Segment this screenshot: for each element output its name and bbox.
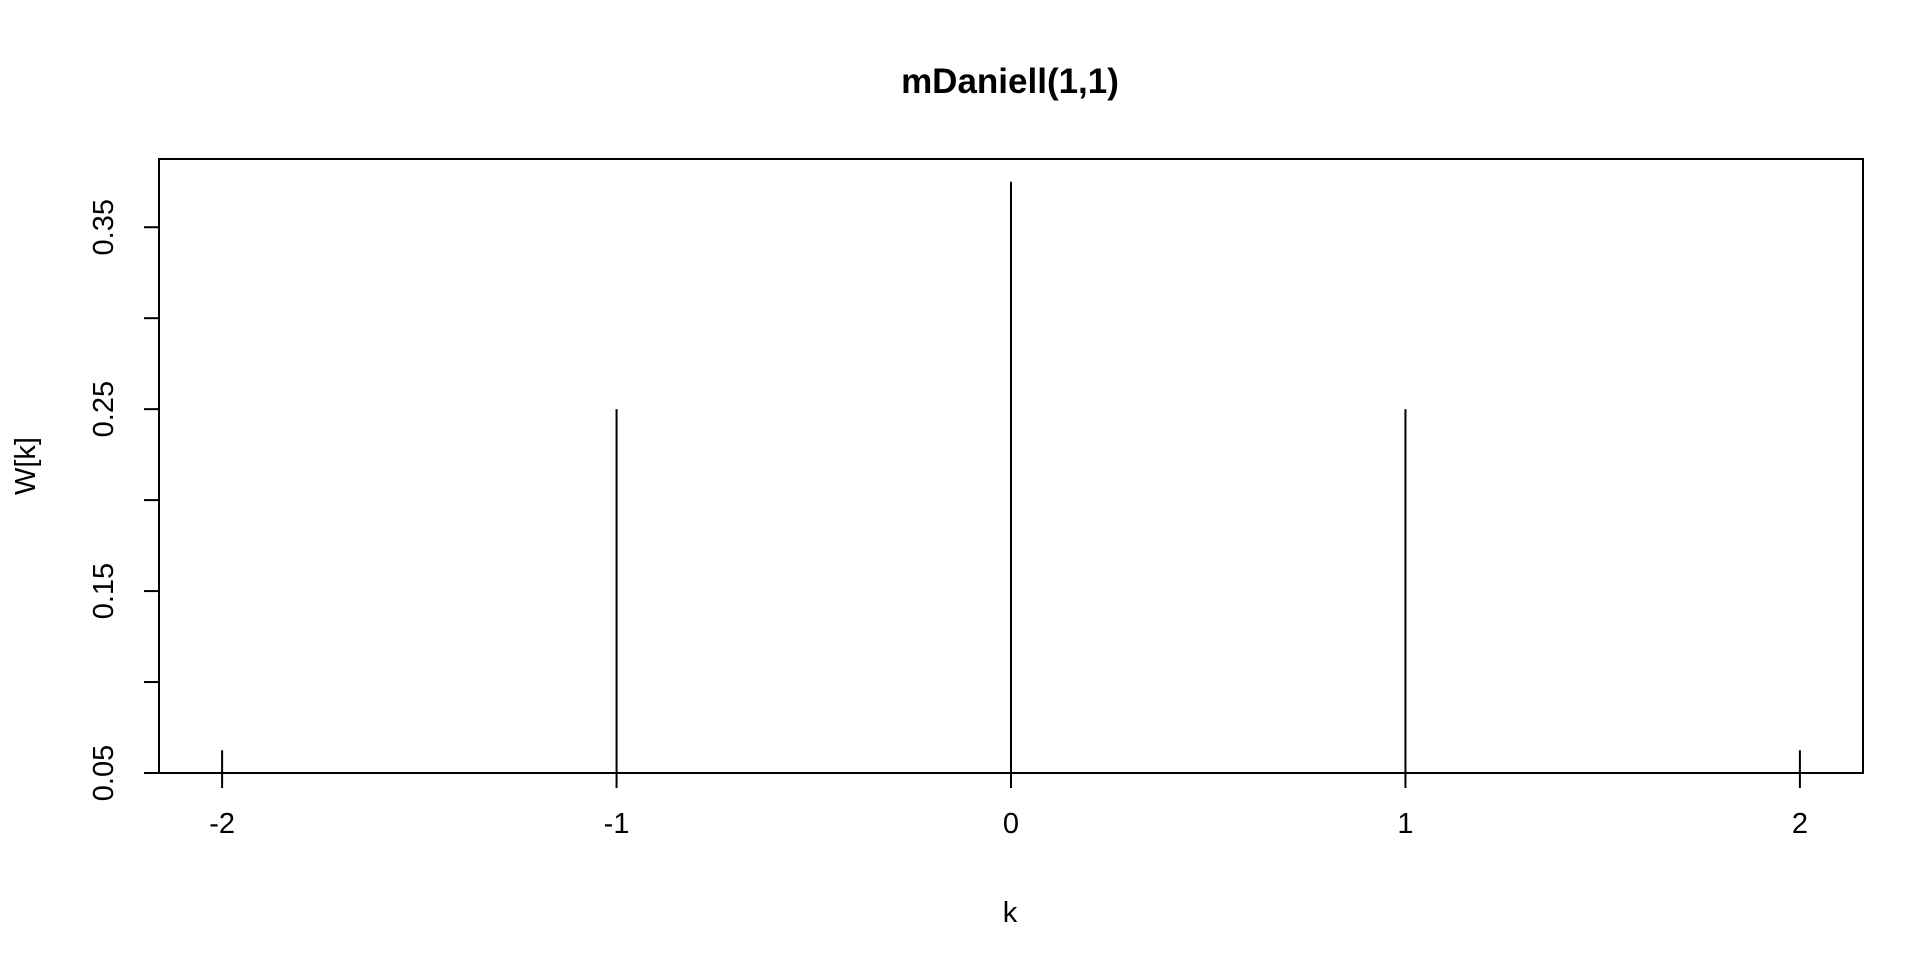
y-tick-label: 0.05	[88, 745, 120, 801]
data-spikes	[221, 181, 1801, 773]
x-axis-label: k	[1003, 897, 1018, 929]
x-tick-label: -1	[604, 808, 630, 840]
x-tick-label: 0	[1003, 808, 1019, 840]
y-axis: 0.05 0.15 0.25 0.35	[88, 199, 159, 801]
y-tick-label: 0.15	[88, 563, 120, 619]
x-tick-label: 1	[1397, 808, 1413, 840]
x-axis: -2 -1 0 1 2	[209, 773, 1808, 840]
chart-title: mDaniell(1,1)	[901, 62, 1119, 101]
y-tick-label: 0.25	[88, 381, 120, 437]
x-tick-label: 2	[1792, 808, 1808, 840]
y-tick-label: 0.35	[88, 199, 120, 255]
y-axis-label: W[k]	[10, 437, 42, 495]
x-tick-label: -2	[209, 808, 235, 840]
